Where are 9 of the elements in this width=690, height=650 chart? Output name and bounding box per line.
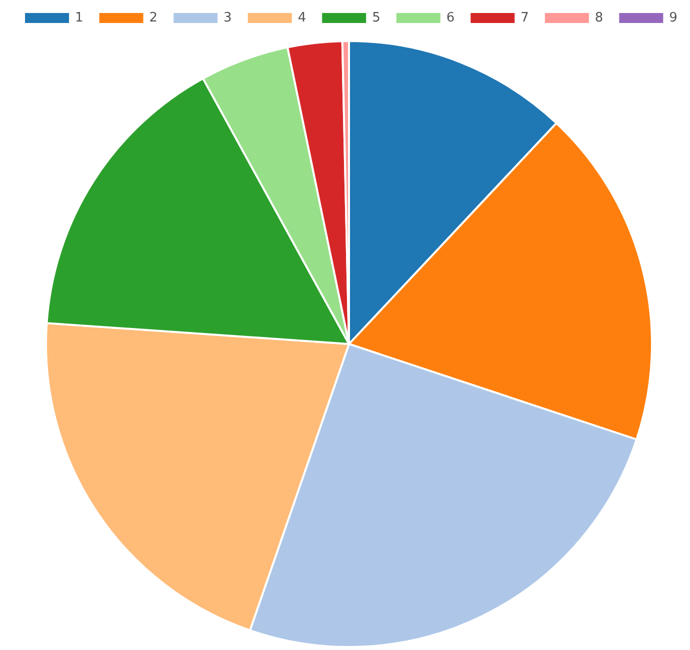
legend-label: 8: [594, 10, 604, 26]
legend-label: 5: [372, 10, 380, 26]
legend-label: 3: [224, 10, 232, 26]
legend-label: 2: [149, 10, 158, 26]
legend-label: 7: [520, 10, 529, 26]
legend-label: 9: [669, 10, 678, 26]
legend-label: 6: [446, 10, 455, 26]
legend-label: 1: [75, 10, 84, 26]
legend-label: 4: [298, 10, 306, 26]
